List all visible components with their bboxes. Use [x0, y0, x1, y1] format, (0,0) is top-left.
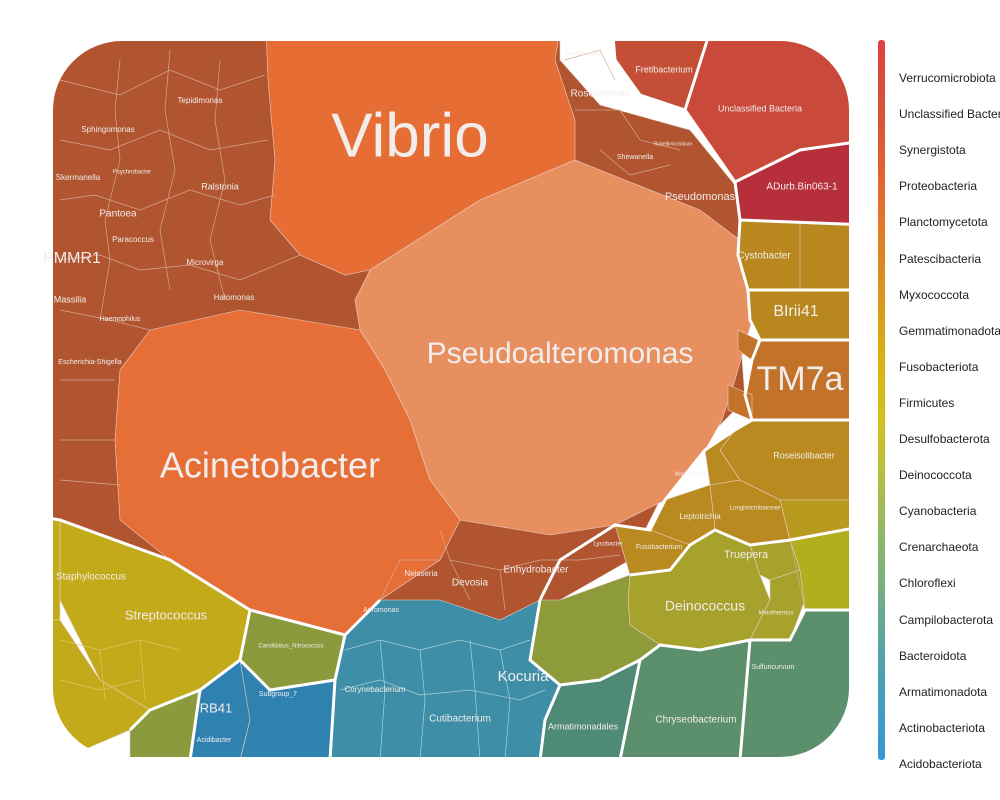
label-tepidimonas: Tepidimonas [178, 96, 223, 105]
label-leptotrichia: Leptotrichia [679, 512, 721, 521]
legend-item: Acidobacteriota [899, 756, 982, 771]
legend-item: Fusobacteriota [899, 359, 979, 374]
label-xanthomonas: Xanthomonas [564, 52, 601, 58]
label-skermanella: Skermanella [56, 173, 101, 182]
legend: Verrucomicrobiota Unclassified Bacteria Sy… [876, 40, 1000, 771]
label-unclassified-bacteria: Unclassified Bacteria [718, 103, 802, 113]
label-subgroup7: Subgroup_7 [259, 691, 297, 698]
legend-item: Actinobacteriota [899, 720, 986, 735]
label-adurb: ADurb.Bin063-1 [766, 182, 838, 193]
cell-labels: Vibrio Pseudoalteromonas Acinetobacter P… [43, 52, 843, 744]
label-meiothermus: Meiothermus [759, 611, 794, 617]
label-roseisolibacter: Roseisolibacter [773, 450, 835, 460]
label-vibrio: Vibrio [331, 101, 488, 170]
treemap-outline [51, 39, 851, 759]
cell-myxo-2[interactable] [799, 221, 870, 291]
label-marinomonas: Marinomonas [675, 471, 706, 477]
actino-sub-cell-lines [339, 639, 546, 758]
legend-item: Gemmatimonadota [899, 323, 1000, 338]
legend-item: Cyanobacteria [899, 504, 977, 519]
legend-item: Myxococcota [899, 287, 970, 302]
label-rb41: RB41 [200, 700, 233, 715]
legend-item: Patescibacteria [899, 251, 982, 266]
legend-item: Firmicutes [899, 395, 955, 410]
label-paracoccus: Paracoccus [112, 235, 154, 244]
label-tm7a: TM7a [757, 360, 844, 398]
legend-item: Unclassified Bacteria [899, 107, 1000, 122]
label-deinococcus: Deinococcus [665, 598, 745, 614]
legend-item: Desulfobacterota [899, 432, 990, 446]
label-shewanella: Shewanella [617, 154, 653, 161]
label-kocuria: Kocuria [498, 668, 550, 685]
label-chryseobacterium: Chryseobacterium [655, 715, 736, 726]
label-acidibacter: Acidibacter [197, 737, 232, 744]
label-roseomonas: Roseomonas [571, 89, 630, 100]
label-escherichia: Escherichia-Shigella [58, 359, 122, 366]
sub-cell-lines [59, 49, 806, 611]
label-candidatus-nitrococcus: Candidatus_Nitrococcus [258, 644, 323, 650]
phylum-borders [0, 0, 870, 760]
label-acinetobacter: Acinetobacter [160, 445, 380, 486]
legend-item: Planctomycetota [899, 215, 988, 230]
label-enhydrobacter: Enhydrobacter [503, 565, 569, 576]
label-ralstonia: Ralstonia [201, 181, 239, 191]
label-lysobacter: Lysobacter [593, 542, 622, 548]
legend-item: Proteobacteria [899, 179, 978, 194]
label-pantoea: Pantoea [99, 209, 137, 220]
firmicutes-sub-cell-lines [59, 639, 181, 701]
label-psychrobacter: Psychrobacter [113, 170, 151, 176]
label-pmmr1: PMMR1 [43, 250, 101, 267]
label-aeromonas: Aeromonas [363, 607, 399, 614]
label-fretibacterium: Fretibacterium [635, 64, 693, 74]
label-fusobacterium: Fusobacterium [636, 544, 682, 551]
legend-item: Bacteroidota [899, 648, 967, 663]
legend-item: Campilobacterota [899, 612, 994, 627]
label-halomonas: Halomonas [214, 293, 254, 302]
label-neisseria: Neisseria [404, 569, 438, 578]
label-cystobacter: Cystobacter [737, 251, 791, 262]
label-streptococcus: Streptococcus [125, 607, 208, 622]
label-haemophilus: Haemophilus [100, 316, 141, 323]
label-rubellimicrobium: Rubellimicrobium [654, 141, 692, 147]
legend-color-bar [878, 40, 885, 760]
label-longimicrobiaceae: Longimicrobiaceae [730, 506, 781, 512]
cell-right-olive[interactable] [779, 499, 870, 541]
label-pseudomonas: Pseudomonas [665, 191, 736, 203]
label-devosia: Devosia [452, 578, 489, 589]
legend-item: Crenarchaeota [899, 540, 979, 555]
voronoi-treemap: Vibrio Pseudoalteromonas Acinetobacter P… [0, 0, 870, 760]
label-staphylococcus: Staphylococcus [56, 572, 126, 583]
label-massilia: Massilia [54, 294, 87, 304]
label-sphingomonas: Sphingomonas [81, 125, 134, 134]
label-sulfuricurvum: Sulfuricurvum [752, 664, 795, 671]
label-cutibacterium: Cutibacterium [429, 714, 491, 725]
legend-item: Chloroflexi [899, 576, 956, 591]
legend-item: Deinococcota [899, 468, 972, 483]
label-corynebacterium: Corynebacterium [345, 685, 406, 694]
legend-item: Synergistota [899, 143, 966, 158]
legend-item: Armatimonadota [899, 684, 988, 699]
label-truepera: Truepera [724, 549, 769, 561]
legend-item: Verrucomicrobiota [899, 71, 996, 85]
label-armatimonadales: Armatimonadales [548, 721, 619, 731]
label-microvirga: Microvirga [187, 258, 224, 267]
label-birii41: BIrii41 [773, 303, 818, 320]
label-pseudoalteromonas: Pseudoalteromonas [427, 337, 694, 370]
